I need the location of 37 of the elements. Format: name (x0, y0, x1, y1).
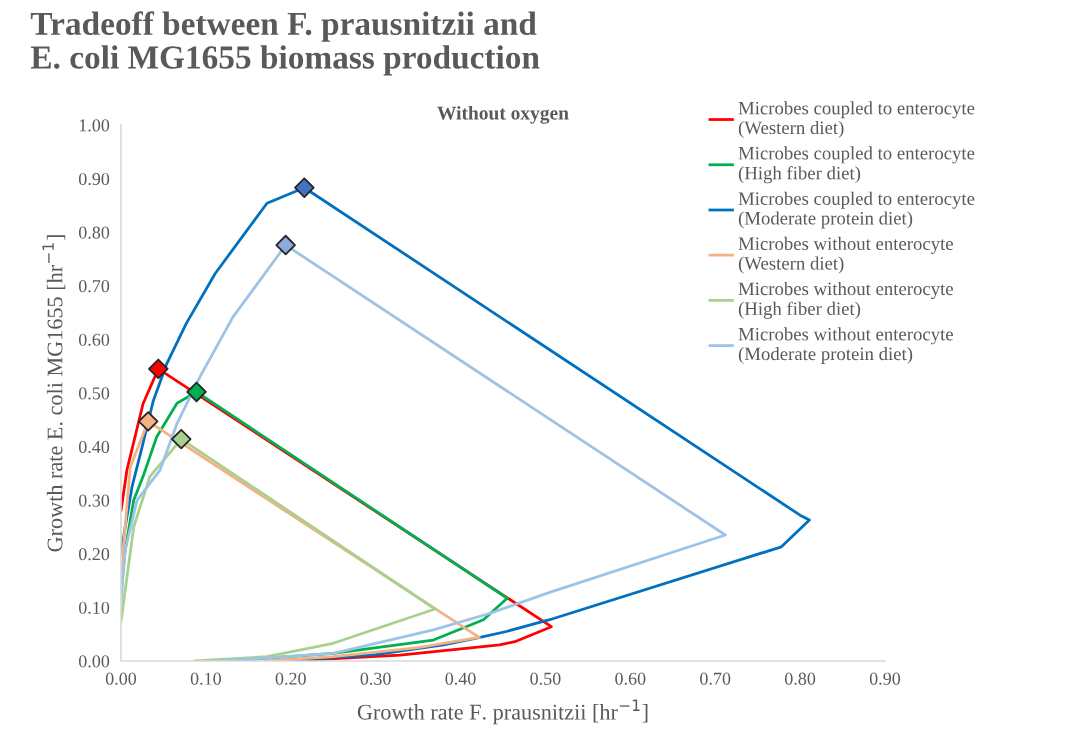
legend-label: Microbes coupled to enterocyte (Moderate protein diet) (738, 191, 975, 229)
x-tick-label: 0.10 (190, 672, 221, 685)
x-tick-label: 0.00 (105, 672, 137, 685)
x-tick-label: 0.70 (700, 672, 731, 685)
point (294, 177, 315, 198)
y-tick-label: 1.00 (79, 119, 110, 132)
x-tick-label: 0.80 (784, 672, 816, 685)
point (186, 381, 207, 403)
y-tick-label: 0.10 (78, 601, 110, 614)
x-tick-label: 0.40 (445, 672, 476, 685)
legend-label: Microbes without enterocyte (Moderate protein diet) (738, 327, 953, 364)
y-tick-label: 0.60 (78, 333, 110, 346)
legend-label: Microbes coupled to enterocyte (High fiber diet) (738, 146, 975, 184)
y-tick-label: 0.50 (78, 387, 110, 400)
x-tick-label: 0.20 (275, 672, 306, 685)
y-tick-label: 0.40 (78, 440, 110, 454)
y-tick-label: 0.80 (78, 226, 110, 239)
y-tick-label: 0.20 (78, 548, 110, 561)
legend-label: Microbes without enterocyte (High fiber diet) (738, 281, 953, 319)
x-axis-title: Growth rate F. prausnitzii [hr$^{−1}$] (357, 699, 648, 725)
point (171, 428, 192, 450)
point (137, 411, 159, 432)
y-tick-label: 0.90 (78, 172, 110, 186)
x-tick-label: 0.50 (530, 672, 561, 685)
legend-label: Microbes coupled to enterocyte (Western diet) (738, 101, 975, 138)
y-tick-label: 0.00 (78, 655, 110, 668)
chart-subtitle: Without oxygen (437, 105, 569, 124)
x-tick-label: 0.90 (869, 672, 901, 685)
y-tick-label: 0.30 (78, 494, 110, 507)
chart-title: Tradeoff between F. prausnitzii and E. coli MG1655 biomass production (30, 11, 540, 76)
x-tick-label: 0.60 (615, 672, 646, 685)
legend-label: Microbes without enterocyte (Western diet) (738, 236, 953, 274)
x-tick-label: 0.30 (360, 672, 391, 685)
point (148, 358, 169, 380)
y-tick-label: 0.70 (78, 280, 110, 293)
point (275, 234, 296, 256)
y-axis-title: Growth rate E. coli MG1655 [hr$^{−1}$] (42, 235, 66, 552)
